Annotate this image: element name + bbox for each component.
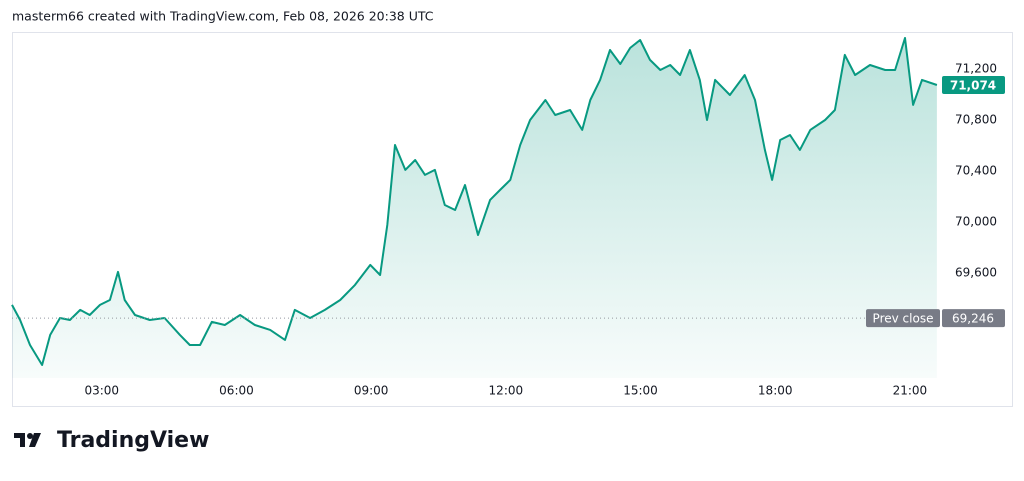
- y-tick-label: 71,200: [955, 61, 997, 75]
- x-tick-label: 06:00: [219, 384, 254, 398]
- price-line: [11, 37, 938, 366]
- chart-frame: [12, 32, 1013, 407]
- y-tick-label: 69,600: [955, 265, 997, 279]
- prev-close-label: 69,246: [952, 312, 994, 326]
- x-tick-label: 21:00: [893, 384, 928, 398]
- y-tick-label: 70,400: [955, 163, 997, 177]
- last-price-label: 71,074: [950, 79, 996, 93]
- area-fill: [12, 38, 937, 378]
- y-tick-label: 70,800: [955, 112, 997, 126]
- x-tick-label: 03:00: [84, 384, 119, 398]
- prev-close-badge: [942, 309, 1005, 328]
- brand: TradingView: [57, 428, 209, 453]
- x-tick-label: 12:00: [489, 384, 524, 398]
- logo-icon: [14, 433, 41, 447]
- x-tick-label: 15:00: [623, 384, 658, 398]
- last-price-badge: [942, 76, 1005, 95]
- header-title: masterm66 created with TradingView.com, …: [12, 9, 434, 24]
- prev-close-name: Prev close: [873, 312, 934, 326]
- x-tick-label: 09:00: [354, 384, 389, 398]
- prev-close-tag: [866, 309, 940, 328]
- y-tick-label: 70,000: [955, 214, 997, 228]
- x-tick-label: 18:00: [758, 384, 793, 398]
